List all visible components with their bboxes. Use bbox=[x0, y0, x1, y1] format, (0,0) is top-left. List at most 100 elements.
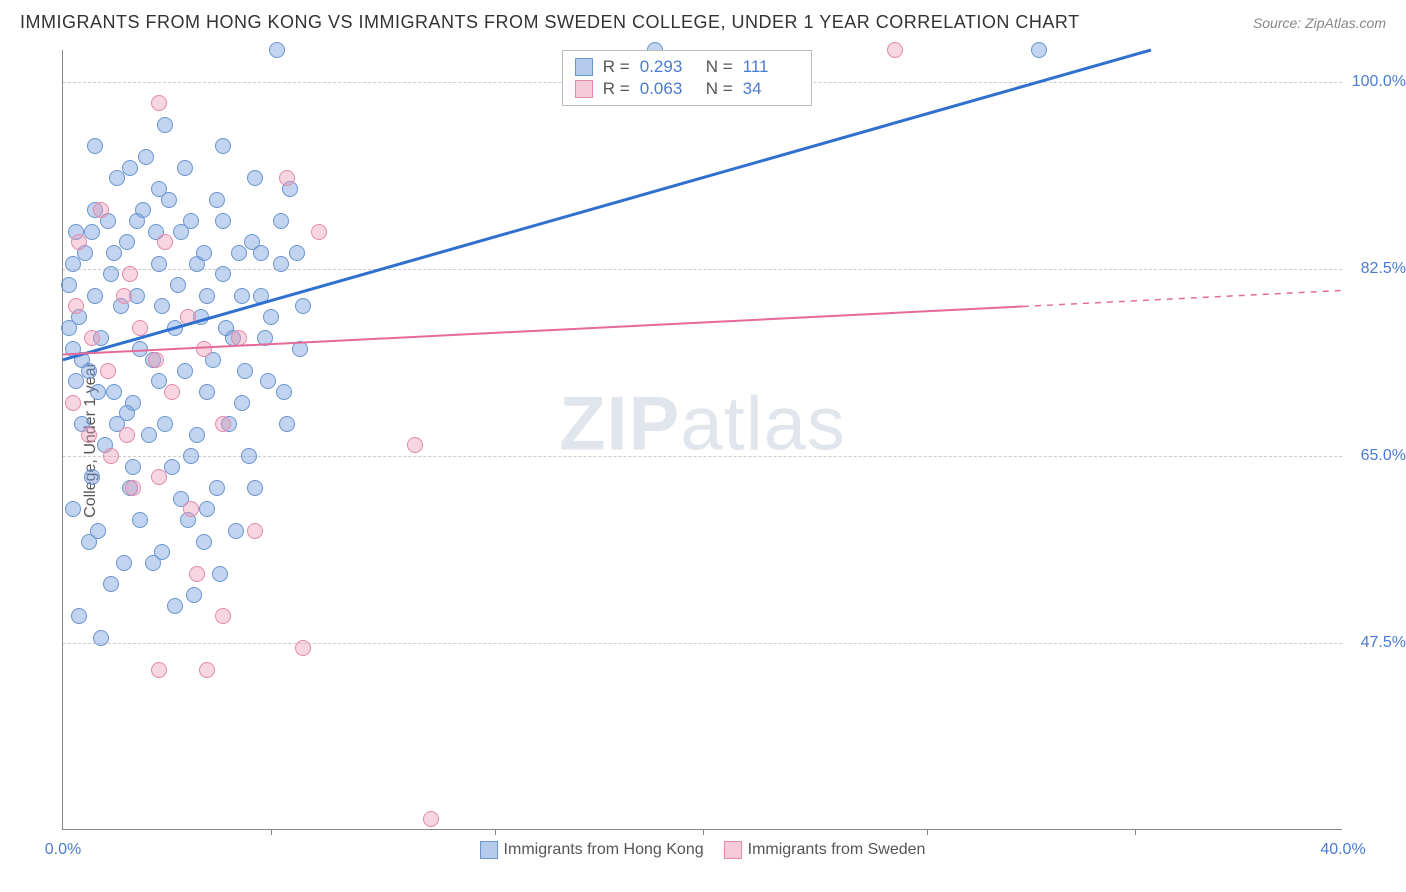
scatter-point bbox=[164, 459, 180, 475]
scatter-point bbox=[157, 416, 173, 432]
legend-stats-row-se: R = 0.063 N = 34 bbox=[575, 78, 799, 100]
y-tick-label: 47.5% bbox=[1361, 634, 1406, 652]
scatter-point bbox=[199, 501, 215, 517]
x-tick-label: 0.0% bbox=[45, 841, 81, 859]
scatter-point bbox=[84, 469, 100, 485]
scatter-point bbox=[247, 523, 263, 539]
scatter-point bbox=[215, 266, 231, 282]
scatter-point bbox=[68, 373, 84, 389]
scatter-point bbox=[177, 363, 193, 379]
scatter-point bbox=[247, 170, 263, 186]
scatter-point bbox=[125, 480, 141, 496]
scatter-point bbox=[253, 245, 269, 261]
scatter-point bbox=[65, 501, 81, 517]
scatter-point bbox=[241, 448, 257, 464]
scatter-point bbox=[199, 288, 215, 304]
scatter-point bbox=[145, 555, 161, 571]
scatter-point bbox=[125, 459, 141, 475]
scatter-point bbox=[138, 149, 154, 165]
scatter-point bbox=[106, 245, 122, 261]
y-tick-label: 100.0% bbox=[1352, 73, 1406, 91]
n-value-hk: 111 bbox=[743, 57, 799, 77]
scatter-point bbox=[215, 608, 231, 624]
scatter-point bbox=[215, 416, 231, 432]
swatch-se bbox=[575, 80, 593, 98]
scatter-point bbox=[407, 437, 423, 453]
legend-item-se: Immigrants from Sweden bbox=[724, 841, 926, 859]
scatter-point bbox=[148, 352, 164, 368]
scatter-point bbox=[289, 245, 305, 261]
scatter-point bbox=[129, 213, 145, 229]
r-label: R = bbox=[603, 79, 630, 99]
scatter-point bbox=[311, 224, 327, 240]
scatter-point bbox=[215, 213, 231, 229]
scatter-point bbox=[116, 555, 132, 571]
scatter-point bbox=[71, 608, 87, 624]
scatter-point bbox=[154, 298, 170, 314]
scatter-point bbox=[263, 309, 279, 325]
scatter-point bbox=[199, 384, 215, 400]
scatter-point bbox=[199, 662, 215, 678]
scatter-point bbox=[157, 234, 173, 250]
scatter-point bbox=[295, 640, 311, 656]
scatter-point bbox=[189, 566, 205, 582]
scatter-point bbox=[161, 192, 177, 208]
watermark-atlas: atlas bbox=[680, 381, 846, 466]
y-tick-label: 65.0% bbox=[1361, 447, 1406, 465]
r-label: R = bbox=[603, 57, 630, 77]
scatter-point bbox=[61, 277, 77, 293]
scatter-point bbox=[887, 42, 903, 58]
legend-label-hk: Immigrants from Hong Kong bbox=[504, 841, 704, 859]
scatter-point bbox=[173, 224, 189, 240]
scatter-point bbox=[1031, 42, 1047, 58]
scatter-point bbox=[231, 245, 247, 261]
scatter-point bbox=[273, 213, 289, 229]
watermark-zip: ZIP bbox=[559, 381, 680, 466]
scatter-point bbox=[90, 384, 106, 400]
scatter-point bbox=[132, 320, 148, 336]
scatter-point bbox=[68, 298, 84, 314]
scatter-point bbox=[189, 427, 205, 443]
scatter-point bbox=[196, 341, 212, 357]
y-tick-label: 82.5% bbox=[1361, 260, 1406, 278]
scatter-point bbox=[65, 395, 81, 411]
scatter-point bbox=[151, 469, 167, 485]
scatter-point bbox=[84, 224, 100, 240]
scatter-point bbox=[247, 480, 263, 496]
scatter-point bbox=[109, 170, 125, 186]
scatter-point bbox=[183, 448, 199, 464]
scatter-point bbox=[196, 534, 212, 550]
scatter-point bbox=[279, 416, 295, 432]
scatter-point bbox=[196, 245, 212, 261]
scatter-point bbox=[209, 480, 225, 496]
scatter-point bbox=[87, 288, 103, 304]
n-label: N = bbox=[706, 57, 733, 77]
scatter-point bbox=[61, 320, 77, 336]
scatter-point bbox=[103, 448, 119, 464]
scatter-point bbox=[132, 341, 148, 357]
scatter-point bbox=[93, 202, 109, 218]
scatter-point bbox=[141, 427, 157, 443]
plot-area: College, Under 1 year ZIPatlas 47.5%65.0… bbox=[62, 50, 1342, 830]
scatter-point bbox=[71, 234, 87, 250]
scatter-point bbox=[81, 427, 97, 443]
scatter-point bbox=[215, 138, 231, 154]
scatter-point bbox=[260, 373, 276, 389]
source-attribution: Source: ZipAtlas.com bbox=[1253, 15, 1386, 31]
scatter-point bbox=[87, 138, 103, 154]
scatter-point bbox=[164, 384, 180, 400]
scatter-point bbox=[180, 309, 196, 325]
scatter-point bbox=[269, 42, 285, 58]
legend-bottom: Immigrants from Hong Kong Immigrants fro… bbox=[480, 841, 926, 859]
scatter-point bbox=[157, 117, 173, 133]
scatter-point bbox=[119, 427, 135, 443]
scatter-point bbox=[253, 288, 269, 304]
x-tick-label: 40.0% bbox=[1320, 841, 1365, 859]
scatter-point bbox=[103, 266, 119, 282]
scatter-point bbox=[170, 277, 186, 293]
scatter-point bbox=[151, 256, 167, 272]
scatter-point bbox=[151, 662, 167, 678]
scatter-point bbox=[65, 256, 81, 272]
r-value-hk: 0.293 bbox=[640, 57, 696, 77]
scatter-point bbox=[93, 630, 109, 646]
